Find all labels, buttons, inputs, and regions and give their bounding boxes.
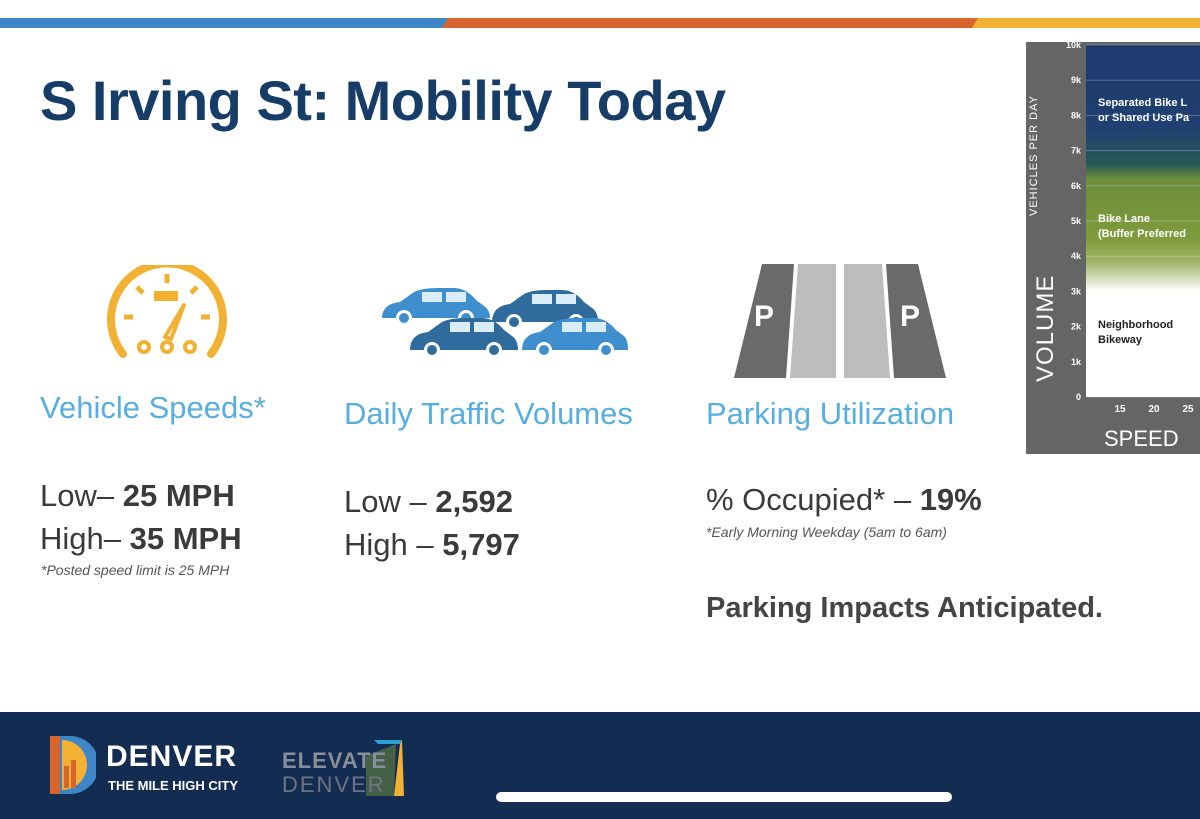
- traffic-high: High – 5,797: [344, 527, 520, 563]
- home-indicator[interactable]: [496, 792, 952, 802]
- x-tick-label: 25: [1182, 404, 1194, 415]
- partner-line2: DENVER: [282, 772, 386, 797]
- zone-label-bike-lane-line2: (Buffer Preferred: [1098, 228, 1187, 240]
- traffic-high-label: High –: [344, 527, 434, 562]
- y-tick-label: 7k: [1071, 146, 1082, 156]
- y-tick-label: 4k: [1071, 251, 1082, 261]
- y-tick-label: 9k: [1071, 75, 1082, 85]
- parking-utilization-heading: Parking Utilization: [706, 396, 955, 431]
- elevate-mark-icon: [366, 740, 404, 796]
- parking-lanes-icon: P P: [734, 264, 946, 378]
- parking-sign-right: P: [900, 300, 920, 333]
- parking-impact-text: Parking Impacts Anticipated.: [706, 592, 1103, 624]
- footer-bar: DENVER THE MILE HIGH CITY ELEVATE DENVER: [0, 712, 1200, 819]
- speedometer-icon: [107, 265, 227, 358]
- parking-occupied: % Occupied* – 19%: [706, 482, 982, 518]
- zone-label-bike-lane-line1: Bike Lane: [1098, 213, 1150, 225]
- y-tick-label: 1k: [1071, 357, 1082, 367]
- speed-low-value: 25 MPH: [122, 478, 235, 513]
- zone-label-bike-lane: Bike Lane (Buffer Preferred: [1098, 212, 1186, 242]
- footer-logo-name: DENVER: [106, 740, 238, 773]
- y-tick-label: 6k: [1071, 181, 1082, 191]
- traffic-low: Low – 2,592: [344, 484, 513, 520]
- zone-label-separated-line1: Separated Bike L: [1098, 97, 1188, 109]
- y-tick-label: 2k: [1071, 322, 1082, 332]
- chart-ylabel: VOLUME: [1032, 274, 1059, 382]
- speed-footnote: *Posted speed limit is 25 MPH: [41, 562, 230, 578]
- zone-label-separated-line2: or Shared Use Pa: [1098, 112, 1190, 124]
- traffic-low-label: Low –: [344, 484, 427, 519]
- top-color-bar: [0, 18, 1200, 28]
- cars-icon: [382, 288, 628, 358]
- footer-logo-tagline: THE MILE HIGH CITY: [108, 778, 238, 793]
- speed-low-label: Low–: [40, 478, 115, 513]
- y-tick-label: 10k: [1066, 42, 1082, 50]
- parking-sign-left: P: [754, 300, 774, 333]
- partner-logo: ELEVATE DENVER: [282, 740, 406, 800]
- zone-label-neighborhood: Neighborhood Bikeway: [1098, 318, 1173, 348]
- zone-label-neighborhood-line2: Bikeway: [1098, 334, 1143, 346]
- traffic-volumes-heading: Daily Traffic Volumes: [344, 396, 633, 431]
- speed-low: Low– 25 MPH: [40, 478, 235, 514]
- denver-logo-icon: [50, 736, 96, 794]
- y-tick-label: 0: [1076, 392, 1081, 402]
- y-tick-label: 3k: [1071, 286, 1082, 296]
- traffic-low-value: 2,592: [435, 484, 513, 519]
- parking-occupied-label: % Occupied* –: [706, 482, 912, 517]
- slide-title: S Irving St: Mobility Today: [40, 69, 726, 132]
- speed-high-label: High–: [40, 521, 121, 556]
- bikeway-selection-chart: 0 1k 2k 3k 4k 5k 6k 7k 8k 9k 10k 15 20 25 VEHICLES P…: [1026, 42, 1200, 454]
- parking-footnote: *Early Morning Weekday (5am to 6am): [706, 524, 947, 540]
- chart-xlabel: SPEED: [1104, 426, 1179, 451]
- zone-label-neighborhood-line1: Neighborhood: [1098, 319, 1174, 331]
- chart-ylabel-sub: VEHICLES PER DAY: [1028, 95, 1040, 216]
- x-tick-label: 20: [1148, 404, 1160, 415]
- parking-occupied-value: 19%: [919, 482, 982, 517]
- speed-high: High– 35 MPH: [40, 521, 242, 557]
- speed-high-value: 35 MPH: [129, 521, 242, 556]
- traffic-high-value: 5,797: [442, 527, 520, 562]
- vehicle-speeds-heading: Vehicle Speeds*: [40, 390, 266, 425]
- zone-label-separated: Separated Bike L or Shared Use Pa: [1098, 96, 1189, 126]
- partner-line1: ELEVATE: [282, 748, 388, 773]
- y-tick-label: 5k: [1071, 216, 1082, 226]
- x-tick-label: 15: [1114, 404, 1126, 415]
- y-tick-label: 8k: [1071, 110, 1082, 120]
